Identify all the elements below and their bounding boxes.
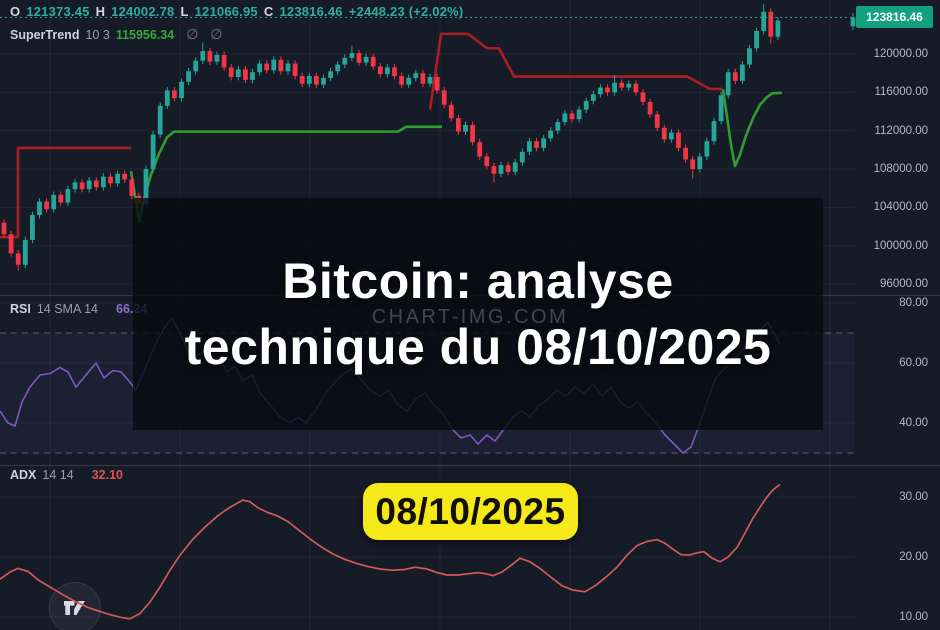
close-value: 123816.46 bbox=[279, 4, 343, 19]
high-value: 124002.78 bbox=[111, 4, 175, 19]
axis-tick-label: 96000.00 bbox=[880, 278, 928, 290]
axis-tick-label: 120000.00 bbox=[873, 48, 928, 60]
axis-tick-label: 60.00 bbox=[899, 357, 928, 369]
page-title: Bitcoin: analyse technique du 08/10/2025 bbox=[185, 248, 772, 380]
axis-tick-label: 80.00 bbox=[899, 297, 928, 309]
supertrend-value: 115956.34 bbox=[115, 28, 175, 42]
rsi-name: RSI bbox=[10, 302, 31, 316]
axis-tick-label: 108000.00 bbox=[873, 163, 928, 175]
title-line-2: technique du 08/10/2025 bbox=[184, 319, 772, 375]
axis-tick-label: 30.00 bbox=[899, 491, 928, 503]
tradingview-logo[interactable] bbox=[49, 582, 101, 630]
supertrend-hidden-values: ∅ ∅ bbox=[186, 26, 227, 42]
axis-tick-label: 20.00 bbox=[899, 551, 928, 563]
low-value: 121066.95 bbox=[194, 4, 258, 19]
adx-legend[interactable]: ADX 14 14 32.10 bbox=[10, 468, 123, 482]
change-value: +2448.23 (+2.02%) bbox=[348, 4, 464, 19]
adx-value: 32.10 bbox=[91, 468, 123, 482]
supertrend-name: SuperTrend bbox=[10, 28, 80, 42]
open-label: O bbox=[10, 4, 21, 19]
supertrend-params: 10 3 bbox=[85, 28, 110, 42]
title-overlay: Bitcoin: analyse technique du 08/10/2025 bbox=[133, 198, 823, 430]
axis-tick-label: 40.00 bbox=[899, 417, 928, 429]
current-price-badge: 123816.46 bbox=[856, 6, 933, 29]
date-badge: 08/10/2025 bbox=[363, 483, 578, 540]
adx-params: 14 14 bbox=[42, 468, 74, 482]
axis-tick-label: 112000.00 bbox=[874, 124, 928, 137]
adx-line bbox=[0, 483, 781, 620]
watermark: CHART-IMG.COM bbox=[371, 306, 569, 328]
high-label: H bbox=[95, 4, 106, 19]
adx-name: ADX bbox=[10, 468, 37, 482]
ohlc-readout: O 121373.45 H 124002.78 L 121066.95 C 12… bbox=[10, 4, 463, 19]
close-label: C bbox=[263, 4, 274, 19]
axis-tick-label: 10.00 bbox=[899, 611, 928, 623]
axis-tick-label: 116000.00 bbox=[874, 86, 928, 99]
supertrend-legend[interactable]: SuperTrend 10 3 115956.34 ∅ ∅ bbox=[10, 26, 227, 43]
title-line-1: Bitcoin: analyse bbox=[282, 253, 674, 309]
rsi-params: 14 SMA 14 bbox=[36, 302, 98, 316]
axis-tick-label: 100000.00 bbox=[873, 239, 928, 252]
price-axis[interactable]: 120000.00 116000.00 112000.00 108000.00 1040… bbox=[856, 0, 934, 630]
axis-tick-label: 104000.00 bbox=[873, 201, 928, 214]
low-label: L bbox=[180, 4, 189, 19]
candlestick-series bbox=[1, 4, 856, 271]
open-value: 121373.45 bbox=[26, 4, 90, 19]
